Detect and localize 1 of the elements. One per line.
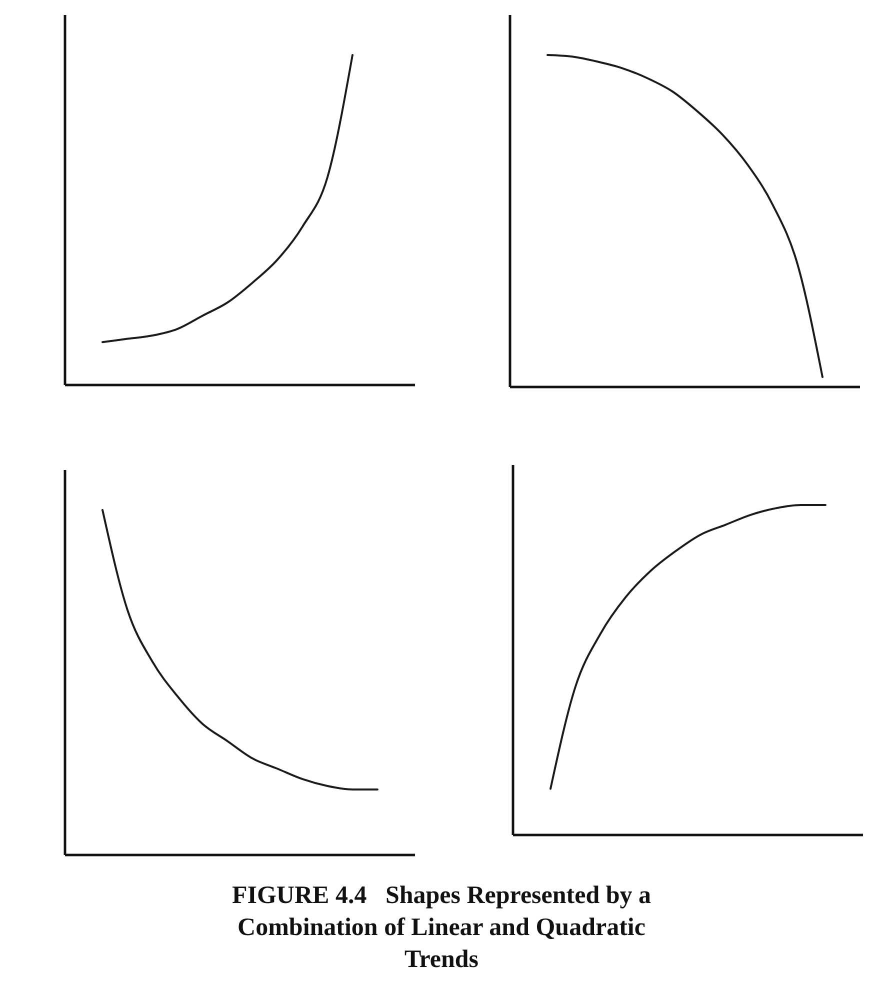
caption: FIGURE 4.4 Shapes Represented by a Combination of Linear and Quadratic Trends <box>232 882 652 973</box>
